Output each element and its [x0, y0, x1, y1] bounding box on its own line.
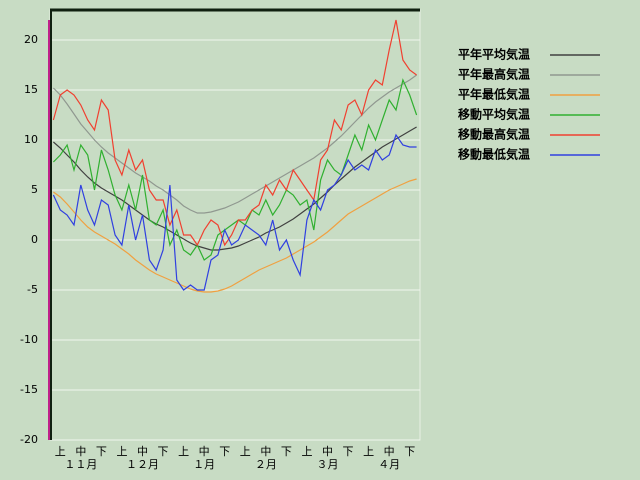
- x-tick-label: 中: [260, 445, 271, 458]
- x-tick-label: 下: [158, 445, 169, 458]
- series-line: [52, 78, 418, 261]
- x-tick-label: 上: [301, 445, 312, 458]
- series-line: [52, 19, 417, 247]
- x-tick-label: 中: [137, 445, 148, 458]
- legend-label: 移動最高気温: [458, 127, 530, 142]
- legend-label: 移動最低気温: [458, 147, 530, 162]
- y-tick-label: -20: [20, 433, 38, 446]
- y-tick-label: -10: [20, 333, 38, 346]
- y-tick-label: -15: [20, 383, 38, 396]
- x-tick-label: 下: [343, 445, 354, 458]
- x-tick-label: 下: [281, 445, 292, 458]
- month-label: ４月: [378, 458, 400, 471]
- month-label: ３月: [317, 458, 339, 471]
- x-tick-label: 中: [322, 445, 333, 458]
- x-tick-label: 中: [75, 445, 86, 458]
- y-tick-label: 20: [24, 33, 38, 46]
- month-label: １２月: [126, 458, 159, 471]
- y-tick-label: 0: [31, 233, 38, 246]
- legend-label: 移動平均気温: [458, 107, 530, 122]
- legend-label: 平年最低気温: [458, 87, 530, 102]
- y-tick-label: 10: [24, 133, 38, 146]
- series-line: [52, 133, 417, 291]
- x-tick-label: 下: [96, 445, 107, 458]
- x-tick-label: 上: [363, 445, 374, 458]
- y-tick-label: -5: [27, 283, 38, 296]
- x-tick-label: 下: [219, 445, 230, 458]
- x-tick-label: 中: [199, 445, 210, 458]
- month-label: １１月: [64, 458, 97, 471]
- series-line: [52, 74, 417, 214]
- y-tick-label: 5: [31, 183, 38, 196]
- x-tick-label: 上: [116, 445, 127, 458]
- x-tick-label: 上: [55, 445, 66, 458]
- x-tick-label: 上: [178, 445, 189, 458]
- series-line: [53, 178, 417, 293]
- legend-label: 平年最高気温: [458, 67, 530, 82]
- series-line: [53, 126, 417, 251]
- x-tick-label: 中: [384, 445, 395, 458]
- x-tick-label: 下: [404, 445, 415, 458]
- legend-label: 平年平均気温: [458, 47, 530, 62]
- month-label: ２月: [255, 458, 277, 471]
- x-tick-label: 上: [240, 445, 251, 458]
- month-label: １月: [193, 458, 215, 471]
- y-tick-label: 15: [24, 83, 38, 96]
